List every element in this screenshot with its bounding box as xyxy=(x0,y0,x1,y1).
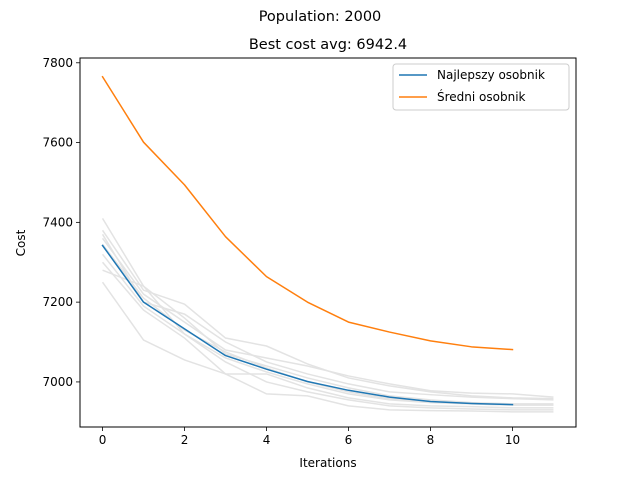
figure-suptitle: Population: 2000 xyxy=(259,9,382,25)
legend-label-average: Średni osobnik xyxy=(437,89,526,104)
background-runs xyxy=(101,217,554,413)
y-tick-label: 7800 xyxy=(42,56,73,70)
legend-box xyxy=(392,63,570,111)
y-axis-label: Cost xyxy=(14,229,28,256)
series-line-average xyxy=(101,75,514,351)
x-axis: 0 2 4 6 8 10 xyxy=(99,427,520,447)
y-tick-label: 7400 xyxy=(42,215,73,229)
background-run-line xyxy=(102,269,554,411)
background-run-line xyxy=(101,261,554,409)
y-tick-label: 7000 xyxy=(42,375,73,389)
x-tick-label: 8 xyxy=(427,433,435,447)
x-tick-label: 6 xyxy=(345,433,353,447)
x-tick-label: 4 xyxy=(263,433,271,447)
x-axis-label: Iterations xyxy=(299,456,356,470)
background-run-line xyxy=(101,281,554,413)
y-tick-label: 7600 xyxy=(42,136,73,150)
background-run-line xyxy=(101,217,554,405)
y-tick-label: 7200 xyxy=(42,295,73,309)
series-line-best xyxy=(101,244,514,406)
background-run-line xyxy=(101,229,554,400)
plot-frame xyxy=(79,57,577,428)
x-tick-label: 10 xyxy=(505,433,520,447)
background-run-line xyxy=(101,233,554,401)
x-tick-label: 2 xyxy=(181,433,189,447)
y-axis: 7000 7200 7400 7600 7800 xyxy=(42,56,80,389)
axes-title: Best cost avg: 6942.4 xyxy=(249,37,407,53)
series-lines xyxy=(101,75,514,406)
x-tick-label: 0 xyxy=(99,433,107,447)
background-run-line xyxy=(101,237,554,398)
legend: Najlepszy osobnik Średni osobnik xyxy=(392,63,570,111)
legend-label-best: Najlepszy osobnik xyxy=(437,68,545,82)
